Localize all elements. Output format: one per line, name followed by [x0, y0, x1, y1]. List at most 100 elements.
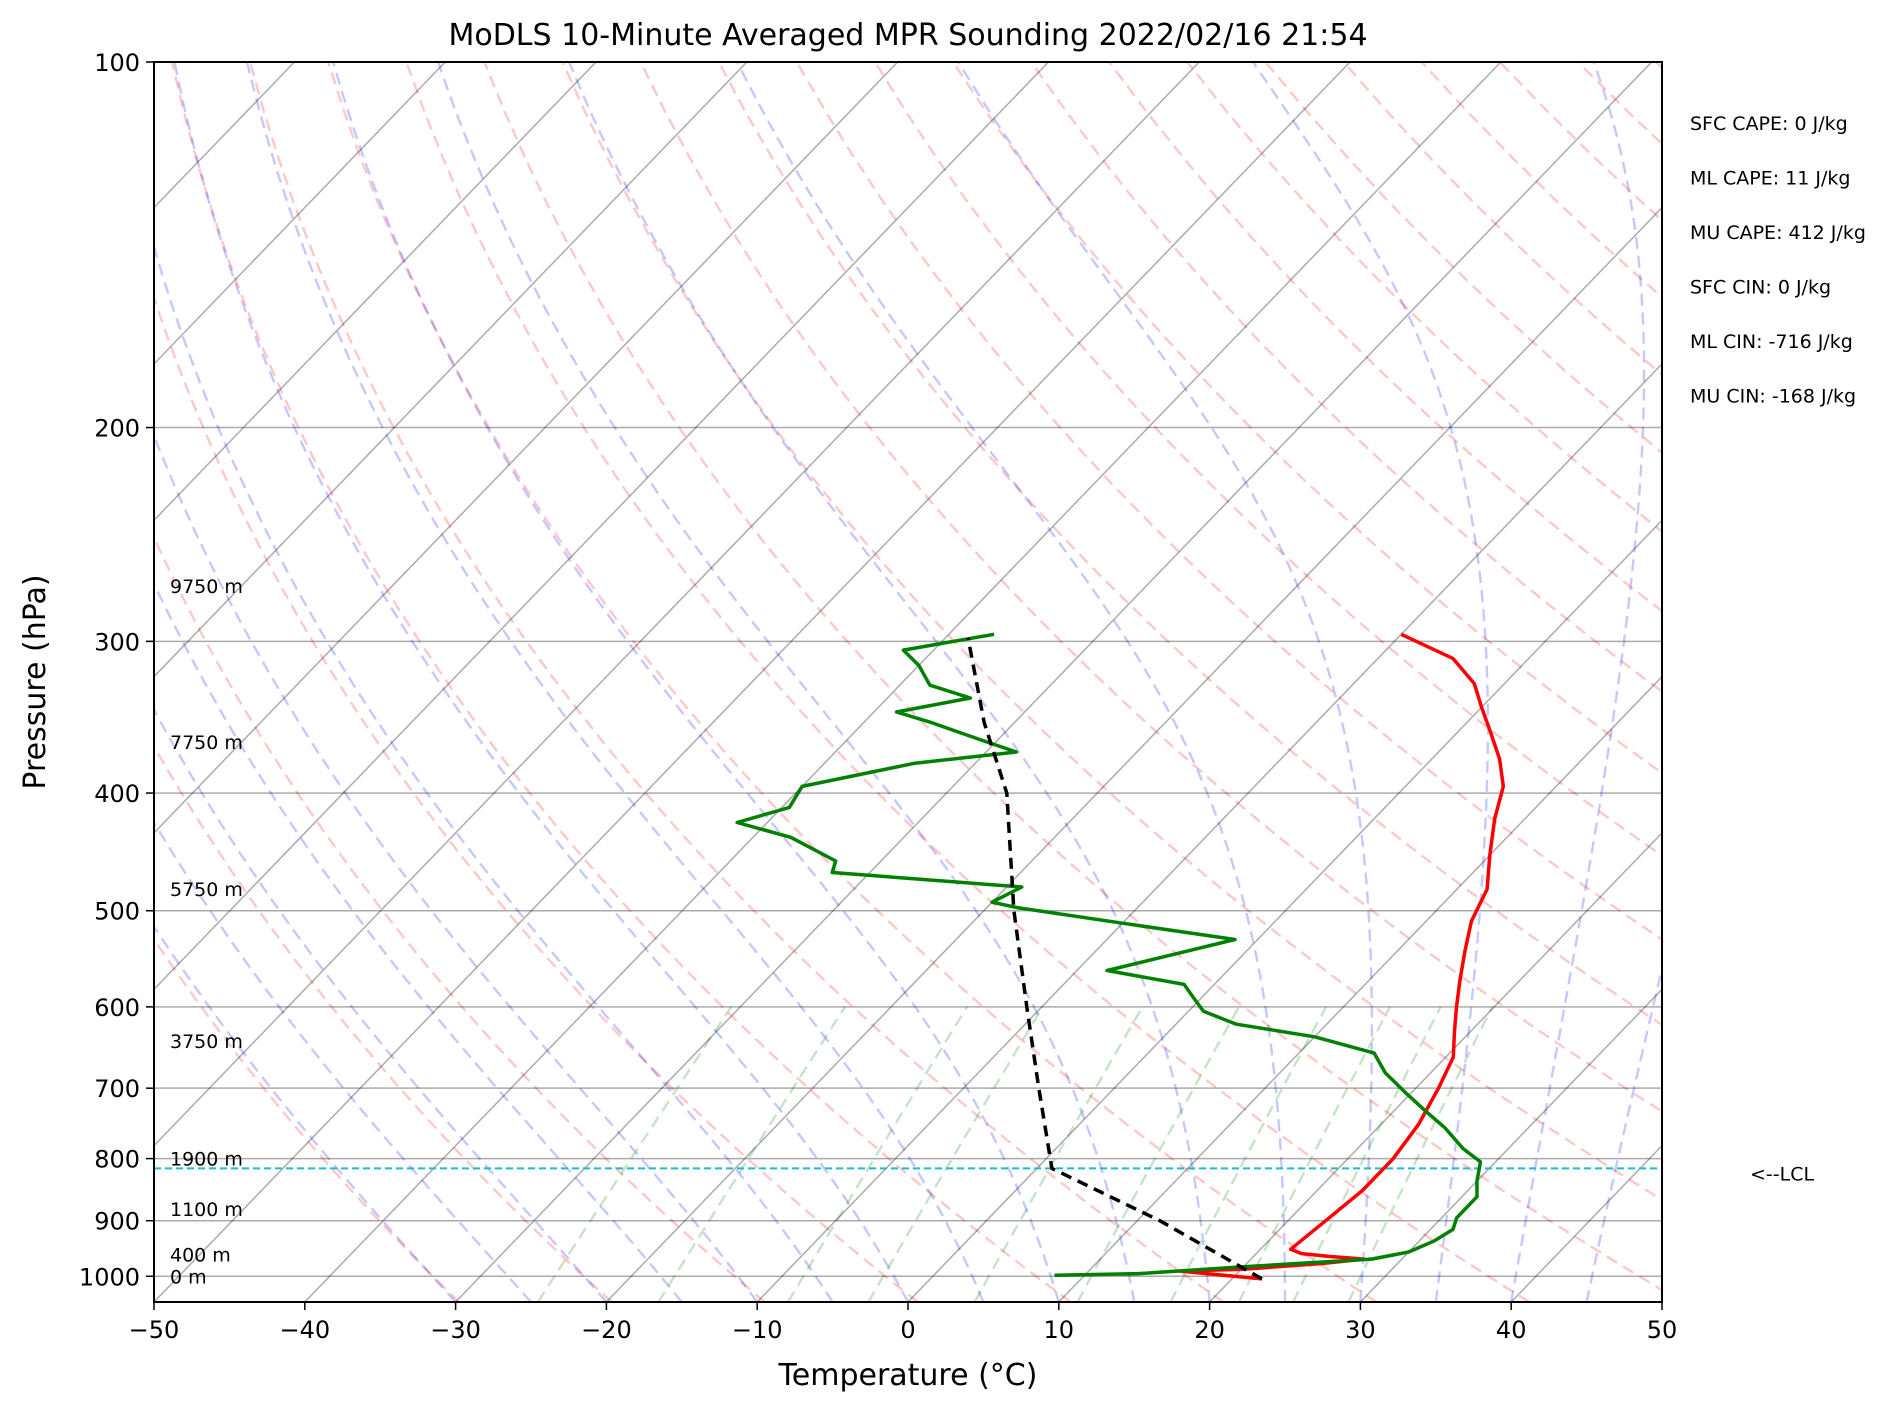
y-tick-label: 400	[94, 780, 140, 808]
moist-adiabat-line	[1510, 62, 1646, 1302]
moist-adiabat-line	[1251, 62, 1490, 1302]
stat-line: MU CIN: -168 J/kg	[1690, 386, 1856, 408]
stat-line: MU CAPE: 412 J/kg	[1690, 222, 1866, 244]
dry-adiabat-line	[1108, 62, 1662, 613]
y-tick-label: 700	[94, 1075, 140, 1103]
y-axis-label: Pressure (hPa)	[18, 574, 53, 789]
isotherm-line	[605, 206, 1662, 1302]
lcl-label: <--LCL	[1750, 1163, 1814, 1185]
x-tick-label: 30	[1345, 1316, 1376, 1344]
moist-adiabat-line	[154, 580, 683, 1302]
y-tick-label: 500	[94, 898, 140, 926]
y-tick-label: 900	[94, 1208, 140, 1236]
mixing-ratio-line	[536, 1006, 733, 1302]
dry-adiabat-line	[1655, 62, 1662, 70]
height-label: 400 m	[170, 1245, 231, 1267]
dry-adiabat-line	[1264, 62, 1662, 455]
isotherm-line	[154, 62, 1200, 1147]
dry-adiabat-line	[154, 937, 460, 1302]
dry-adiabat-line	[873, 62, 1662, 858]
mixing-ratio-line	[1169, 1006, 1328, 1302]
isotherm-line	[154, 62, 1351, 1302]
mixing-ratio-line	[973, 1006, 1144, 1302]
stat-line: SFC CIN: 0 J/kg	[1690, 277, 1831, 299]
isotherm-line	[1209, 831, 1662, 1302]
dry-adiabat-line	[1734, 62, 1903, 1302]
mixing-ratio-line	[786, 1006, 969, 1302]
x-tick-label: 10	[1044, 1316, 1075, 1344]
isotherm-line	[154, 62, 446, 366]
x-tick-label: 40	[1496, 1316, 1527, 1344]
moist-adiabat-line	[173, 62, 910, 1302]
isotherm-line	[756, 362, 1662, 1302]
moist-adiabat-line	[957, 62, 1374, 1302]
height-label: 0 m	[170, 1266, 207, 1288]
y-tick-label: 600	[94, 994, 140, 1022]
height-label: 1100 m	[170, 1199, 243, 1221]
height-label: 1900 m	[170, 1149, 243, 1171]
dry-adiabat-line	[1812, 62, 1903, 1302]
moist-adiabat-line	[154, 924, 457, 1302]
dry-adiabat-line	[248, 62, 1225, 1302]
dry-adiabat-line	[1186, 62, 1662, 533]
isotherm-line	[154, 62, 899, 835]
dry-adiabat-line	[154, 294, 919, 1302]
mixing-ratio-line	[1076, 1006, 1241, 1302]
y-tick-label: 100	[94, 49, 140, 77]
x-tick-label: −10	[732, 1316, 783, 1344]
grid	[154, 62, 1903, 1302]
x-axis-label: Temperature (°C)	[778, 1358, 1038, 1393]
isotherm-line	[154, 62, 1049, 991]
moist-adiabat-line	[567, 62, 1211, 1302]
stats-panel: SFC CAPE: 0 J/kg ML CAPE: 11 J/kg MU CAPE:…	[1690, 113, 1866, 408]
moist-adiabat-line	[1585, 963, 1662, 1302]
dry-adiabat-line	[154, 743, 613, 1302]
height-label: 9750 m	[170, 576, 243, 598]
sounding-series	[735, 632, 1506, 1281]
series-line-2	[966, 637, 1263, 1281]
moist-adiabat-line	[736, 62, 1287, 1302]
x-tick-label: −20	[581, 1316, 632, 1344]
dry-adiabat-line	[154, 534, 766, 1302]
stat-line: SFC CAPE: 0 J/kg	[1690, 113, 1848, 135]
isotherm-line	[154, 62, 597, 522]
isotherm-line	[455, 62, 1653, 1302]
moist-adiabat-line	[154, 432, 759, 1302]
dry-adiabat-line	[1030, 62, 1662, 693]
mixing-ratio-line	[657, 1006, 847, 1302]
dry-adiabat-line	[1498, 62, 1662, 222]
x-tick-label: −50	[129, 1316, 180, 1344]
chart-title: MoDLS 10-Minute Averaged MPR Sounding 20…	[448, 18, 1367, 53]
x-tick-label: 50	[1647, 1316, 1678, 1344]
moist-adiabat-line	[154, 242, 834, 1302]
dry-adiabat-line	[405, 62, 1530, 1302]
y-axis-ticks: 100 200 300 400 500 600 700 800 900 1000	[79, 49, 154, 1291]
height-label: 3750 m	[170, 1031, 243, 1053]
mixing-ratio-line	[1347, 1006, 1494, 1302]
isotherm-line	[1661, 1300, 1662, 1302]
dry-adiabat-line	[952, 62, 1662, 775]
dry-adiabat-line	[561, 62, 1662, 1202]
dry-adiabat-line	[717, 62, 1662, 1027]
dry-adiabat-line	[170, 62, 1072, 1302]
isotherm-line	[304, 62, 1502, 1302]
moist-adiabat-line	[154, 707, 608, 1302]
x-tick-label: 0	[900, 1316, 915, 1344]
x-tick-label: −30	[430, 1316, 481, 1344]
lcl-line-group: <--LCL	[154, 1163, 1814, 1185]
x-axis-ticks: −50 −40 −30 −20 −10 0 10 20 30 40 50	[129, 1302, 1678, 1344]
series-line-1	[735, 632, 1483, 1277]
y-tick-label: 800	[94, 1146, 140, 1174]
moist-adiabat-line	[245, 62, 985, 1302]
y-tick-label: 1000	[79, 1263, 140, 1291]
x-tick-label: −40	[279, 1316, 330, 1344]
dry-adiabat-line	[795, 62, 1662, 941]
isotherm-line	[154, 62, 748, 678]
isotherm-line	[1510, 1144, 1662, 1302]
moist-adiabat-line	[154, 820, 532, 1302]
stat-line: ML CAPE: 11 J/kg	[1690, 168, 1850, 190]
y-tick-label: 200	[94, 415, 140, 443]
height-label: 5750 m	[170, 879, 243, 901]
